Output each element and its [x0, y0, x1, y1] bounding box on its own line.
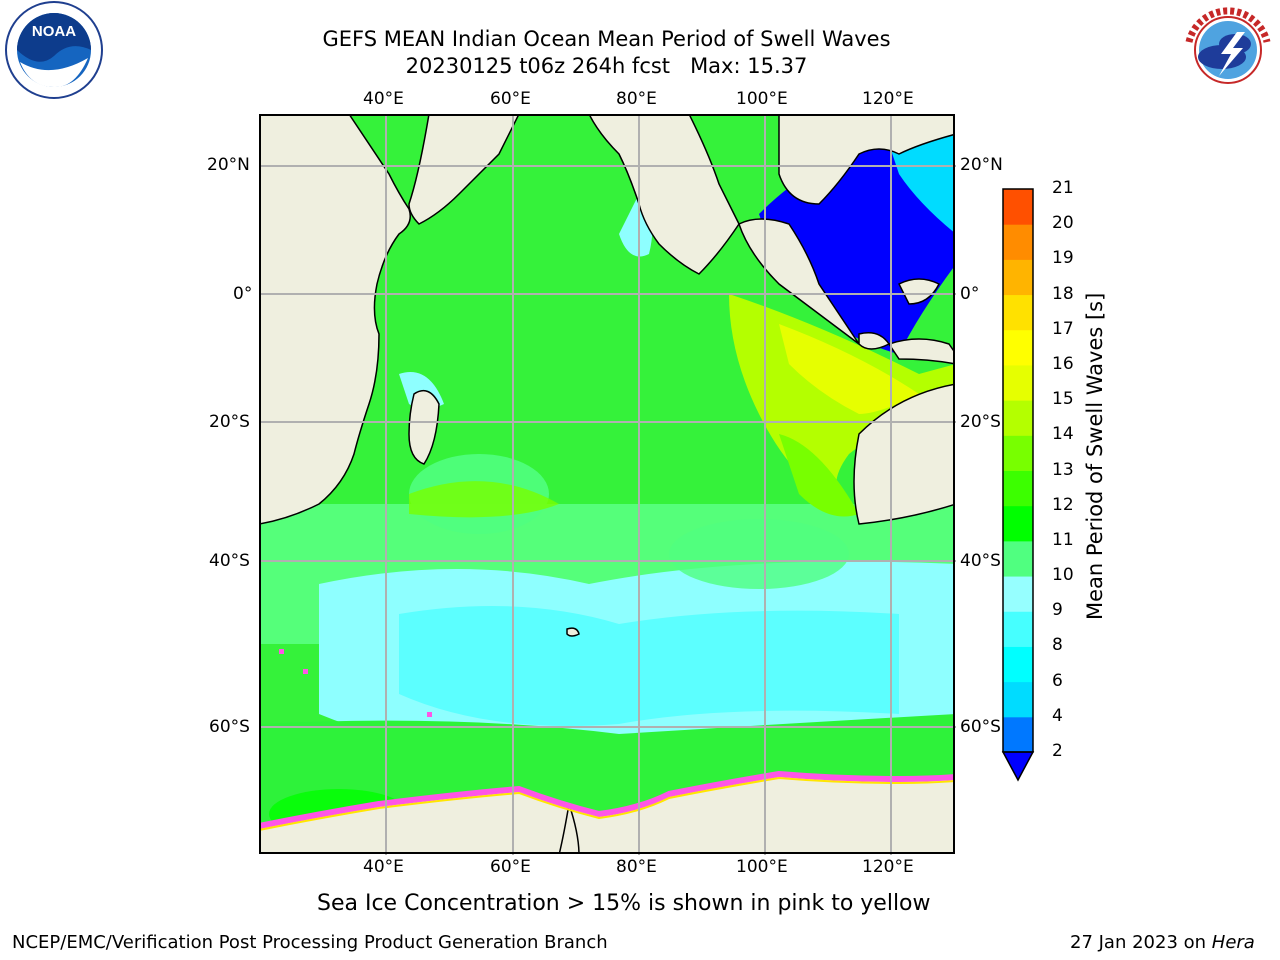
lon-label-bottom-120e: 120°E [862, 857, 914, 877]
colorbar-segment [1003, 505, 1033, 542]
colorbar-segment [1003, 611, 1033, 647]
colorbar-tick-label: 21 [1052, 178, 1074, 198]
colorbar-tick-label: 12 [1052, 494, 1074, 515]
lat-label-left-60s: 60°S [209, 717, 250, 737]
lon-label-bottom-100e: 100°E [736, 857, 788, 877]
colorbar-tick-label: 19 [1052, 248, 1074, 269]
lat-label-right-0: 0° [960, 284, 980, 304]
colorbar-tick-label: 8 [1052, 635, 1063, 656]
svg-text:NOAA: NOAA [32, 23, 76, 40]
lon-label-top-120e: 120°E [862, 89, 914, 109]
nws-logo [1182, 4, 1274, 96]
map-panel [259, 114, 956, 855]
colorbar-tick-label: 18 [1052, 283, 1074, 304]
map-title: GEFS MEAN Indian Ocean Mean Period of Sw… [322, 27, 891, 51]
lat-label-left-20s: 20°S [209, 412, 250, 432]
lat-label-left-0: 0° [233, 284, 253, 304]
map-subtitle: 20230125 t06z 264h fcst Max: 15.37 [405, 54, 808, 78]
colorbar-tick-label: 20 [1052, 213, 1074, 234]
lon-label-top-80e: 80°E [616, 89, 657, 109]
colorbar-tick-label: 11 [1052, 529, 1074, 550]
sea-ice-note: Sea Ice Concentration > 15% is shown in … [317, 891, 931, 916]
colorbar-segment [1003, 364, 1033, 401]
colorbar-segment [1003, 646, 1033, 683]
colorbar-tick-label: 13 [1052, 459, 1074, 480]
lat-label-right-40s: 40°S [960, 551, 1001, 571]
colorbar-segment [1003, 329, 1033, 366]
lat-label-right-20s: 20°S [960, 412, 1001, 432]
colorbar-segment [1003, 435, 1033, 471]
colorbar-tick-label: 14 [1052, 424, 1074, 445]
colorbar-label: Mean Period of Swell Waves [s] [1083, 292, 1107, 620]
colorbar-segment [1003, 681, 1033, 718]
lon-label-top-60e: 60°E [490, 89, 531, 109]
colorbar-tick-label: 6 [1052, 670, 1063, 691]
colorbar-segment [1003, 576, 1033, 612]
colorbar-segment [1003, 224, 1033, 260]
colorbar-segment [1003, 294, 1033, 331]
colorbar-tick-label: 17 [1052, 318, 1074, 339]
colorbar-tick-label: 10 [1052, 565, 1074, 586]
colorbar-segment [1003, 189, 1033, 225]
lon-label-bottom-60e: 60°E [490, 857, 531, 877]
lon-label-bottom-40e: 40°E [363, 857, 404, 877]
lon-label-top-40e: 40°E [363, 89, 404, 109]
colorbar-tick-label: 16 [1052, 353, 1074, 374]
lon-label-top-100e: 100°E [736, 89, 788, 109]
footer-right: 27 Jan 2023 on Hera [1070, 932, 1255, 953]
colorbar-tick-label: 4 [1052, 705, 1063, 726]
lon-label-bottom-80e: 80°E [616, 857, 657, 877]
colorbar-segment [1003, 716, 1033, 753]
colorbar-segment [1003, 540, 1033, 577]
footer-left: NCEP/EMC/Verification Post Processing Pr… [12, 932, 608, 953]
colorbar [1001, 188, 1035, 782]
colorbar-segment [1003, 259, 1033, 296]
colorbar-tick-label: 15 [1052, 389, 1074, 410]
footer-date: 27 Jan 2023 on [1070, 932, 1212, 953]
graticule [259, 114, 956, 855]
colorbar-segment [1003, 470, 1033, 507]
noaa-logo: NOAA [5, 1, 103, 99]
footer-host: Hera [1211, 932, 1255, 953]
lat-label-right-20n: 20°N [960, 155, 1003, 175]
sea-ice-fringe [260, 770, 954, 829]
lat-label-right-60s: 60°S [960, 717, 1001, 737]
colorbar-segment [1003, 400, 1033, 436]
colorbar-tick-label: 2 [1052, 741, 1063, 761]
lat-label-left-20n: 20°N [207, 155, 250, 175]
lat-label-left-40s: 40°S [209, 551, 250, 571]
colorbar-tick-label: 9 [1052, 600, 1063, 621]
